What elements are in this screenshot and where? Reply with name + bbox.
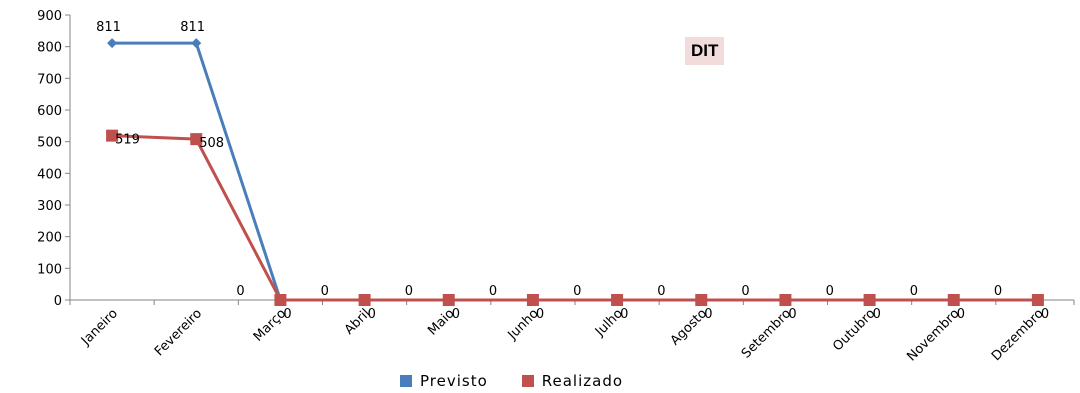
series-layer <box>106 38 1044 306</box>
data-label-realizado: 0 <box>283 307 291 322</box>
data-label-realizado: 508 <box>199 136 224 151</box>
point-realizado <box>695 294 708 306</box>
point-previsto <box>107 38 118 49</box>
data-label-realizado: 0 <box>536 307 544 322</box>
y-tick-label: 800 <box>37 41 62 56</box>
data-label-previsto: 0 <box>489 284 497 299</box>
data-label-previsto: 0 <box>910 284 918 299</box>
point-realizado <box>106 129 119 142</box>
point-realizado <box>442 294 455 306</box>
series-line-previsto <box>112 41 1038 302</box>
data-label-previsto: 0 <box>741 284 749 299</box>
point-realizado <box>947 294 960 306</box>
point-realizado <box>274 294 287 306</box>
data-label-realizado: 0 <box>704 307 712 322</box>
y-tick-label: 100 <box>37 262 62 277</box>
data-label-realizado: 0 <box>452 307 460 322</box>
y-tick-label: 600 <box>37 104 62 119</box>
legend-label-previsto: Previsto <box>420 372 488 390</box>
y-axis: 0 100 200 300 400 500 600 700 800 900 <box>37 9 71 309</box>
x-tick-label: Novembro <box>904 306 962 364</box>
y-tick-label: 500 <box>37 136 62 151</box>
y-tick-label: 700 <box>37 72 62 87</box>
data-labels: 811 811 0 0 0 0 0 0 0 0 0 0 519 508 0 0 0 0 0 0 0 0 0 0 <box>96 20 1049 322</box>
x-axis: Janeiro Fevereiro Março Abril Maio Junho Julho… <box>69 299 1075 364</box>
x-tick-label: Fevereiro <box>152 306 205 359</box>
point-realizado <box>358 294 371 306</box>
series-line-realizado <box>112 134 1038 302</box>
point-realizado <box>526 294 539 306</box>
data-label-previsto: 811 <box>180 20 205 35</box>
legend-label-realizado: Realizado <box>541 372 624 390</box>
point-realizado <box>779 294 792 306</box>
x-tick-label: Setembro <box>739 306 794 361</box>
x-tick-label: Dezembro <box>989 306 1047 364</box>
data-label-realizado: 0 <box>620 307 628 322</box>
data-label-previsto: 0 <box>994 284 1002 299</box>
legend-swatch-previsto <box>400 375 412 387</box>
y-tick-label: 900 <box>37 9 62 24</box>
data-label-previsto: 0 <box>236 284 244 299</box>
data-label-previsto: 0 <box>657 284 665 299</box>
data-label-previsto: 0 <box>321 284 329 299</box>
legend: Previsto Realizado <box>400 372 623 390</box>
data-label-realizado: 0 <box>788 307 796 322</box>
point-realizado <box>190 133 203 146</box>
point-previsto <box>191 38 202 49</box>
data-label-realizado: 519 <box>115 133 140 148</box>
data-label-previsto: 0 <box>826 284 834 299</box>
data-label-previsto: 0 <box>405 284 413 299</box>
point-realizado <box>863 294 876 306</box>
y-tick-label: 0 <box>54 294 62 309</box>
point-realizado <box>611 294 624 306</box>
y-tick-label: 200 <box>37 231 62 246</box>
data-label-realizado: 0 <box>957 307 965 322</box>
data-label-realizado: 0 <box>368 307 376 322</box>
chart-title: DIT <box>685 37 725 65</box>
y-tick-label: 400 <box>37 167 62 182</box>
legend-swatch-realizado <box>521 375 534 387</box>
x-tick-label: Janeiro <box>78 306 121 349</box>
legend-item-previsto: Previsto <box>400 372 488 390</box>
point-realizado <box>1031 294 1044 306</box>
legend-item-realizado: Realizado <box>521 372 624 390</box>
data-label-previsto: 811 <box>96 20 121 35</box>
data-label-realizado: 0 <box>873 307 881 322</box>
x-tick-label: Outubro <box>830 306 878 354</box>
data-label-realizado: 0 <box>1041 307 1049 322</box>
y-tick-label: 300 <box>37 199 62 214</box>
data-label-previsto: 0 <box>573 284 581 299</box>
